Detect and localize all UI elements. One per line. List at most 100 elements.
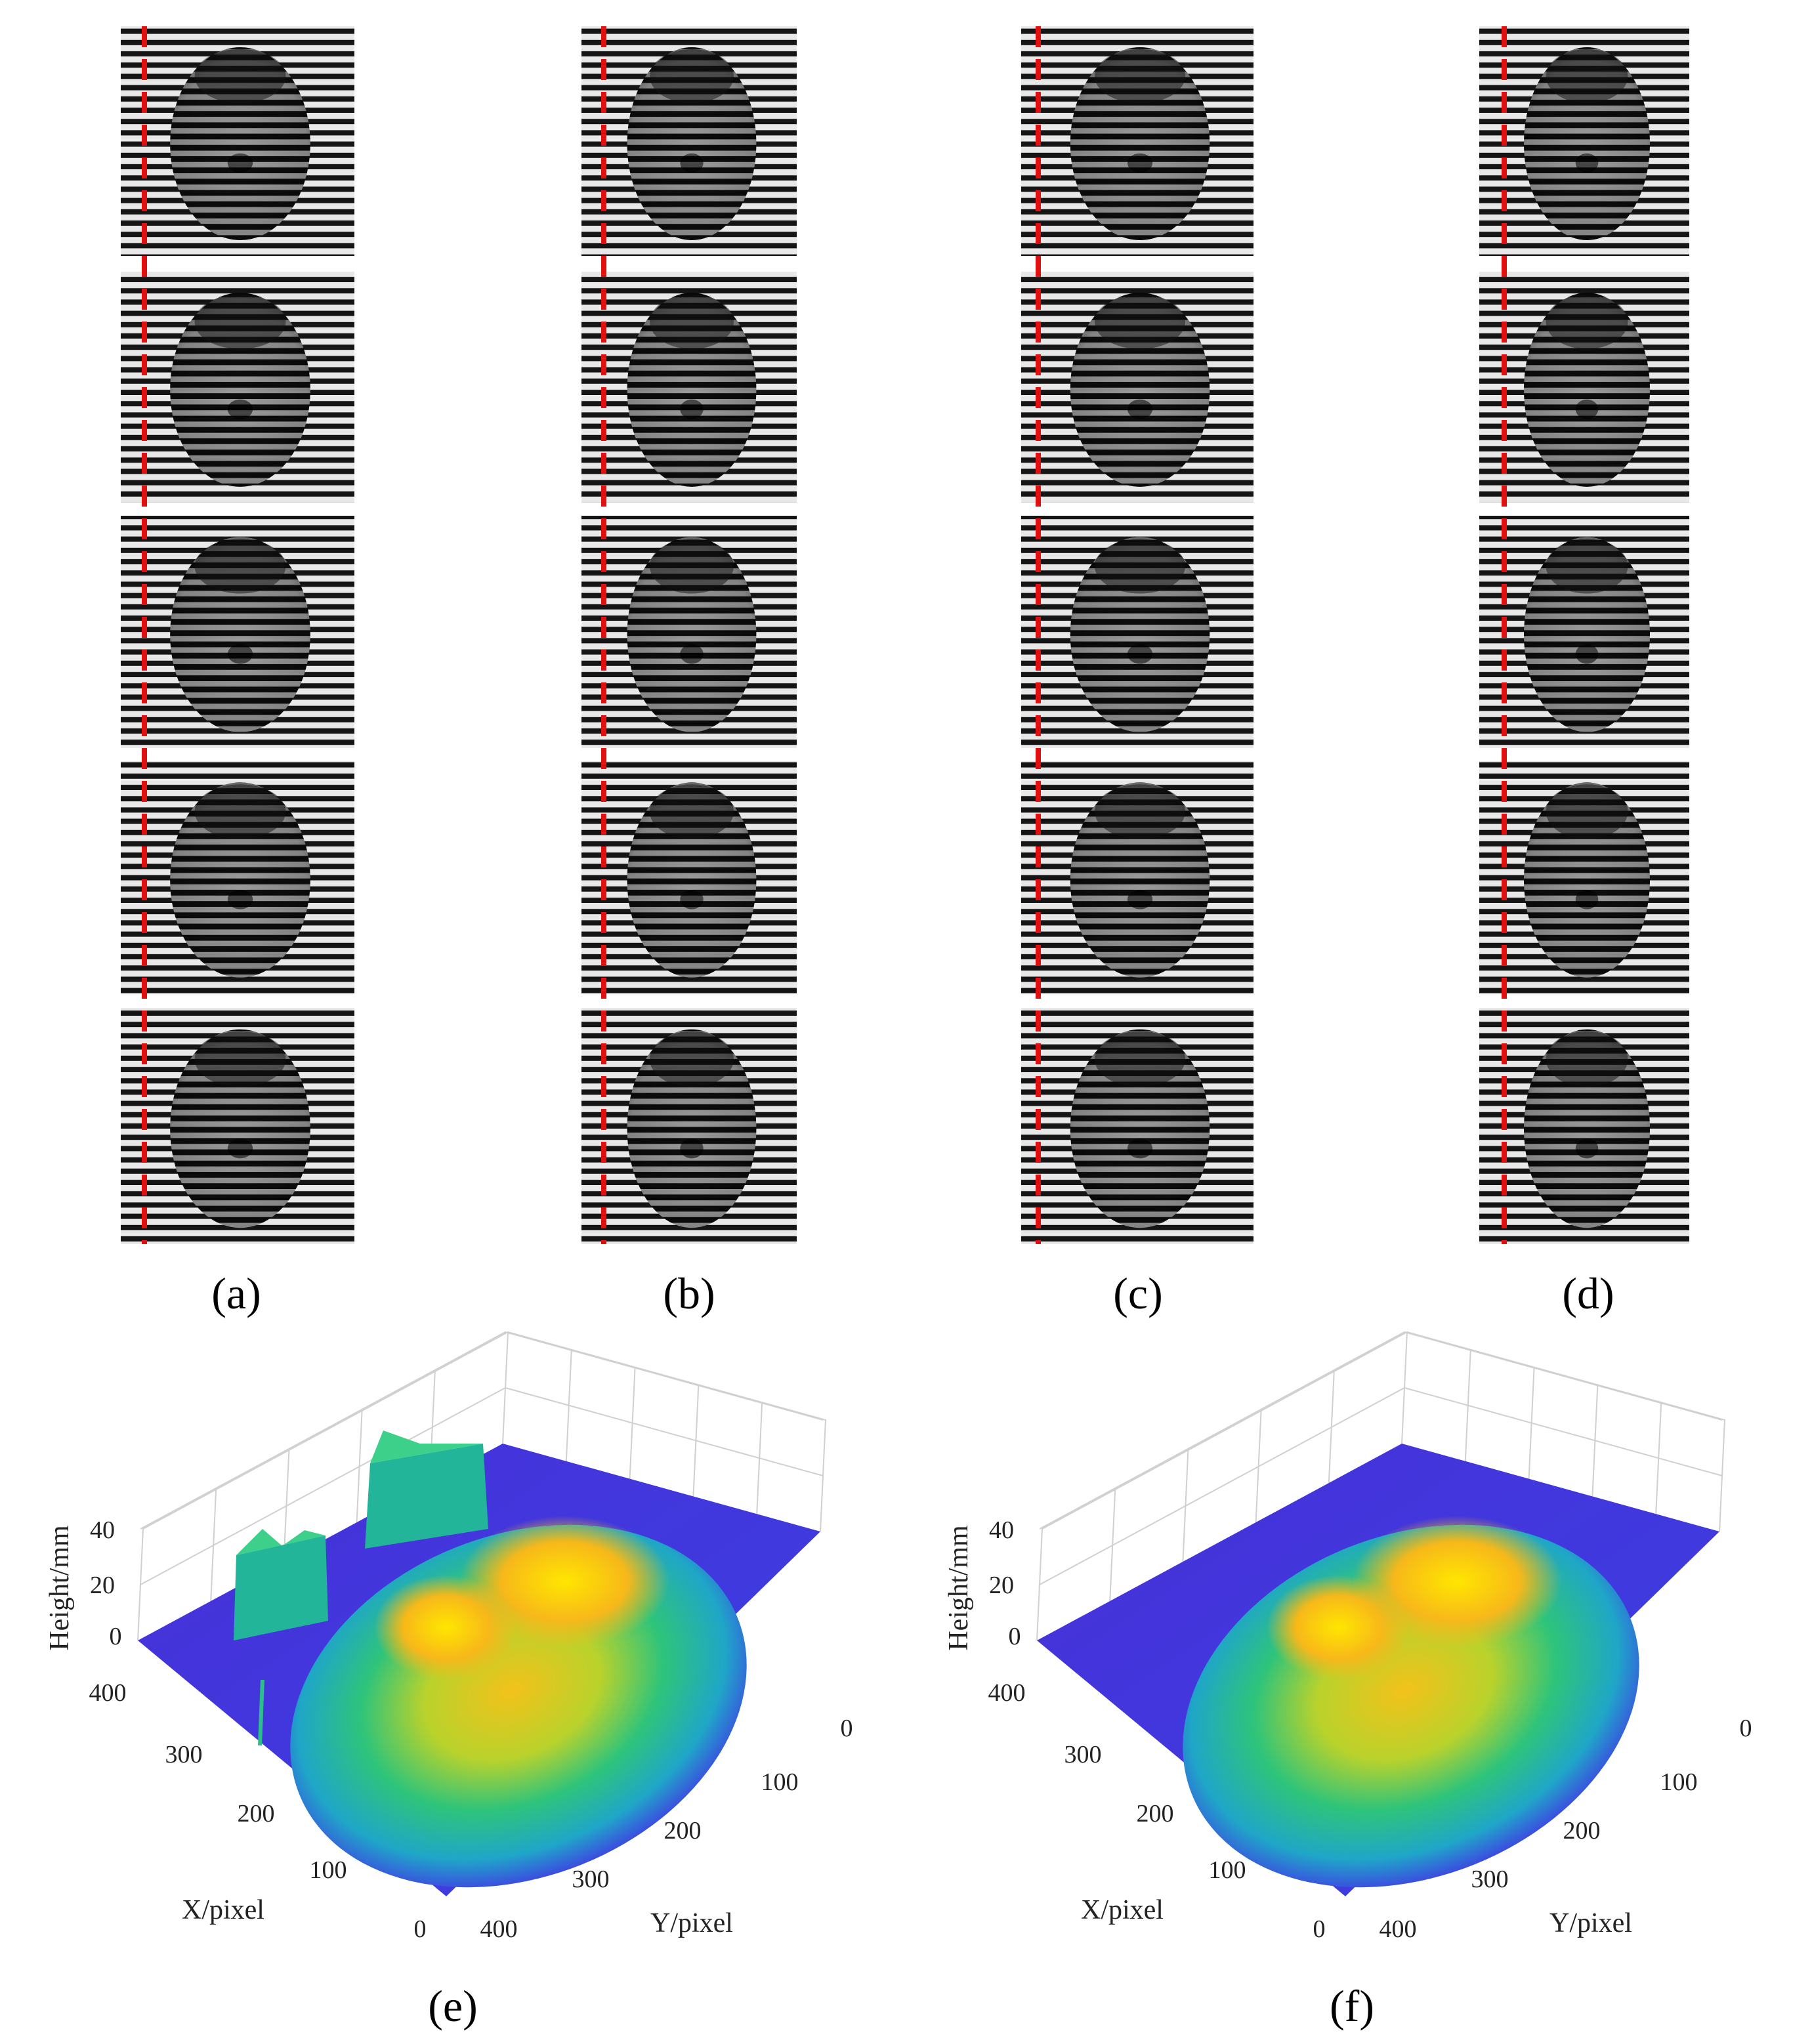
y-axis-title: Y/pixel <box>1549 1908 1632 1938</box>
nose <box>1575 399 1599 419</box>
face-shade <box>1524 1029 1650 1228</box>
face-top <box>1094 1031 1186 1087</box>
face-top <box>194 1031 286 1087</box>
face-shade <box>170 537 310 732</box>
z-tick-label: 40 <box>989 1516 1014 1544</box>
nose <box>227 399 253 419</box>
fringe-image <box>581 516 797 748</box>
face-shade <box>627 47 757 240</box>
fringe-image <box>1021 272 1254 503</box>
y-tick-label: 200 <box>664 1817 702 1845</box>
face-shade <box>627 537 757 732</box>
fringe-image <box>581 1008 797 1244</box>
fringe-image <box>1479 272 1689 503</box>
face-shade <box>170 1029 310 1228</box>
nose <box>680 399 704 419</box>
fringe-image <box>121 272 354 503</box>
y-tick-label: 200 <box>1563 1817 1601 1845</box>
nose <box>227 1138 253 1159</box>
face-shade <box>1524 47 1650 240</box>
nose <box>1127 644 1153 664</box>
y-tick-label: 0 <box>841 1715 853 1742</box>
face-shade <box>170 47 310 240</box>
x-tick-label: 400 <box>988 1679 1026 1707</box>
artifact <box>234 1535 328 1640</box>
face-shade <box>1524 537 1650 732</box>
surface-plot: 40200Height/mm4003002001000X/pixel010020… <box>944 1331 1752 2031</box>
face-shade <box>1070 293 1210 487</box>
x-tick-label: 300 <box>1064 1741 1102 1768</box>
x-tick-label: 0 <box>1313 1915 1326 1943</box>
face-top <box>650 1031 734 1087</box>
fringe-image <box>1021 516 1254 748</box>
face-shade <box>627 782 757 978</box>
face-top <box>1094 539 1186 594</box>
nose <box>1127 399 1153 419</box>
fringe-image <box>121 761 354 993</box>
face-top <box>194 784 286 839</box>
grid-line <box>140 1387 824 1585</box>
surface-plots: 40200Height/mm4003002001000X/pixel010020… <box>45 1331 1752 2031</box>
fringe-image <box>1479 26 1689 256</box>
face-top <box>1546 295 1628 349</box>
face-shade <box>1070 47 1210 240</box>
nose <box>1575 644 1599 664</box>
z-tick-label: 20 <box>989 1572 1014 1599</box>
grid-line <box>1039 1387 1723 1585</box>
face-shade <box>1524 293 1650 487</box>
fringe-image <box>121 26 354 256</box>
z-axis-title: Height/mm <box>944 1525 974 1651</box>
fringe-image <box>1479 1008 1689 1244</box>
y-tick-label: 300 <box>1471 1866 1509 1893</box>
panel-label: (e) <box>428 1981 477 2031</box>
surface-plot: 40200Height/mm4003002001000X/pixel010020… <box>45 1331 853 2031</box>
y-tick-label: 0 <box>1740 1715 1752 1742</box>
z-tick-label: 0 <box>1009 1623 1021 1650</box>
surface-peak <box>459 1516 669 1647</box>
face-top <box>194 49 286 104</box>
face-top <box>1094 295 1186 349</box>
x-tick-label: 0 <box>414 1915 427 1943</box>
nose <box>1127 1138 1153 1159</box>
fringe-image <box>1479 761 1689 993</box>
x-axis-title: X/pixel <box>182 1895 264 1925</box>
artifact <box>370 1430 483 1463</box>
z-tick-label: 20 <box>90 1572 115 1599</box>
z-axis-title: Height/mm <box>45 1525 75 1651</box>
face-shade <box>627 293 757 487</box>
face-top <box>194 295 286 349</box>
y-tick-label: 100 <box>761 1768 799 1796</box>
nose <box>1575 889 1599 909</box>
panel-label: (f) <box>1330 1981 1374 2031</box>
face-top <box>650 784 734 839</box>
nose <box>227 889 253 909</box>
face-top <box>1546 1031 1628 1087</box>
artifact <box>236 1529 326 1555</box>
x-tick-label: 300 <box>165 1741 203 1768</box>
face-shade <box>1070 537 1210 732</box>
face-shade <box>1070 782 1210 978</box>
artifact <box>365 1444 488 1549</box>
face-top <box>1094 49 1186 104</box>
nose <box>1127 153 1153 173</box>
x-tick-label: 200 <box>1137 1800 1174 1827</box>
face-top <box>650 49 734 104</box>
y-tick-label: 100 <box>1660 1768 1698 1796</box>
panel-label: (a) <box>211 1268 261 1318</box>
y-tick-label: 400 <box>1380 1915 1417 1943</box>
x-tick-label: 200 <box>238 1800 275 1827</box>
nose <box>1127 889 1153 909</box>
fringe-panels: (a) (b) (c) (d) <box>121 26 1689 1318</box>
panel-label: (c) <box>1113 1268 1162 1318</box>
face-top <box>1546 49 1628 104</box>
nose <box>680 153 704 173</box>
fringe-image <box>581 272 797 503</box>
fringe-image <box>1021 1008 1254 1244</box>
fringe-image <box>1021 761 1254 993</box>
panel-label: (d) <box>1562 1268 1614 1318</box>
face-top <box>1546 539 1628 594</box>
nose <box>227 644 253 664</box>
face-shade <box>170 293 310 487</box>
face-top <box>194 539 286 594</box>
